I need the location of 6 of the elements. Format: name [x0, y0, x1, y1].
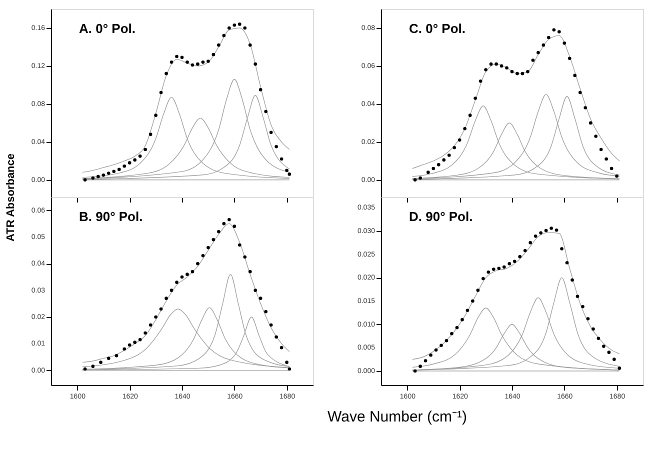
y-axis-title: ATR Absorbance	[5, 153, 17, 242]
annotation: C. 0° Pol.	[409, 21, 466, 36]
x-axis-title: Wave Number (cm⁻¹)	[327, 408, 467, 426]
annotation: B. 90° Pol.	[79, 209, 143, 224]
annotation: A. 0° Pol.	[79, 21, 136, 36]
annotation: D. 90° Pol.	[409, 209, 473, 224]
